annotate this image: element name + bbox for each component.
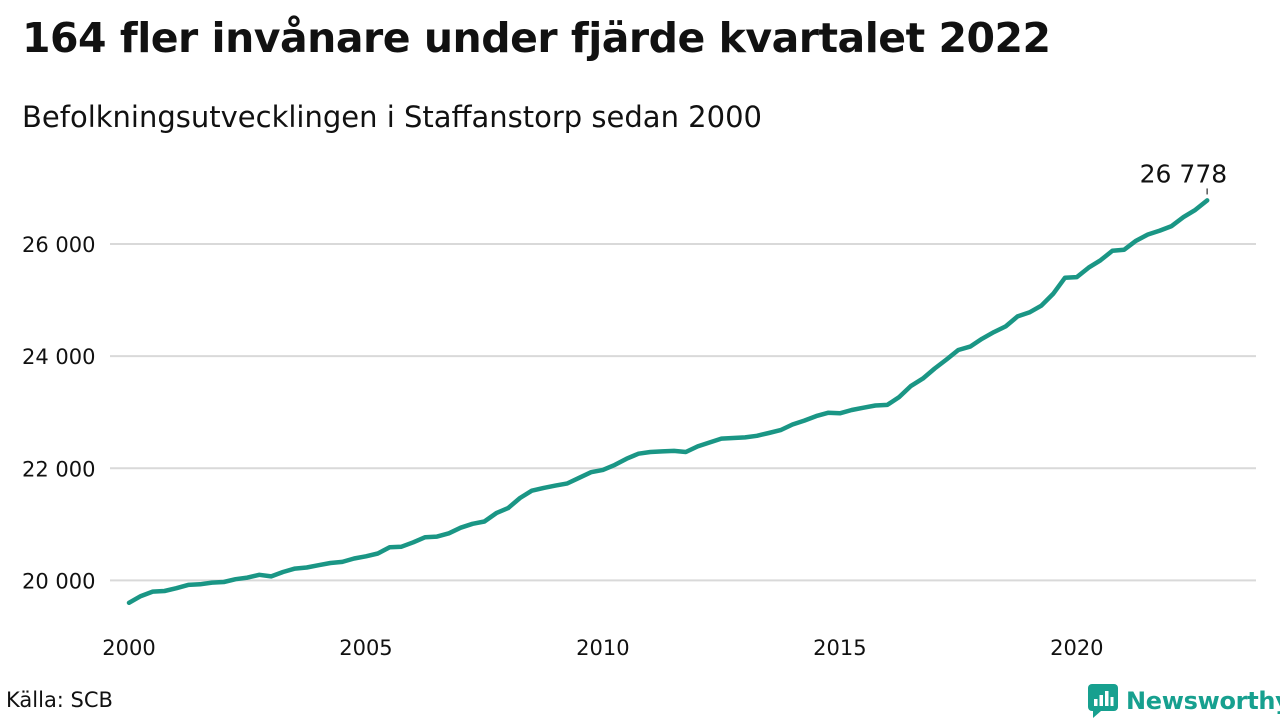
x-tick-label: 2005 — [339, 636, 392, 660]
annotation-layer: 26 778 — [1140, 159, 1227, 195]
y-tick-label: 24 000 — [22, 345, 95, 369]
chart-title: 164 fler invånare under fjärde kvartalet… — [22, 14, 1051, 62]
line-chart: 20 000 22 000 24 000 26 000 2000 2005 2010 201… — [22, 159, 1256, 660]
newsworthy-logo-icon — [1088, 684, 1118, 718]
gridlines — [110, 243, 1256, 582]
series-layer — [126, 198, 1210, 606]
population-line — [126, 198, 1210, 606]
y-axis-tick-labels: 20 000 22 000 24 000 26 000 — [22, 233, 95, 593]
end-value-label: 26 778 — [1140, 159, 1227, 188]
x-tick-label: 2010 — [576, 636, 629, 660]
y-tick-label: 22 000 — [22, 457, 95, 481]
newsworthy-logo[interactable]: Newsworthy — [1088, 684, 1280, 718]
y-tick-label: 26 000 — [22, 233, 95, 257]
source-note: Källa: SCB — [6, 688, 113, 712]
x-tick-label: 2000 — [102, 636, 155, 660]
x-tick-label: 2015 — [813, 636, 866, 660]
chart-subtitle: Befolkningsutvecklingen i Staffanstorp s… — [22, 100, 762, 134]
x-tick-label: 2020 — [1050, 636, 1103, 660]
newsworthy-logo-text: Newsworthy — [1126, 687, 1280, 715]
y-tick-label: 20 000 — [22, 569, 95, 593]
x-axis-tick-labels: 2000 2005 2010 2015 2020 — [102, 636, 1103, 660]
